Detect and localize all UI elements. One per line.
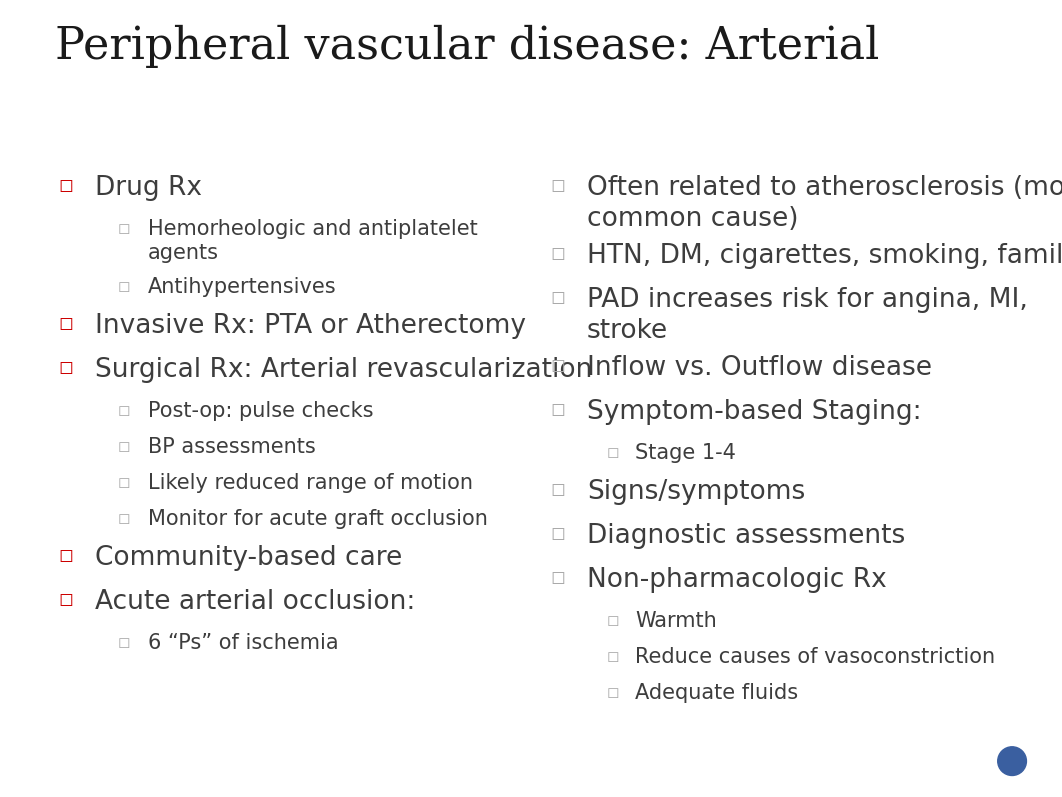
Text: ◻: ◻ — [550, 481, 565, 499]
Text: ◻: ◻ — [550, 525, 565, 543]
Text: ◻: ◻ — [550, 357, 565, 375]
Text: Non-pharmacologic Rx: Non-pharmacologic Rx — [587, 567, 887, 593]
Text: Often related to atherosclerosis (most
common cause): Often related to atherosclerosis (most c… — [587, 175, 1062, 232]
Text: HTN, DM, cigarettes, smoking, familial: HTN, DM, cigarettes, smoking, familial — [587, 243, 1062, 269]
Text: Invasive Rx: PTA or Atherectomy: Invasive Rx: PTA or Atherectomy — [95, 313, 526, 339]
Text: 6 “Ps” of ischemia: 6 “Ps” of ischemia — [148, 633, 339, 653]
Text: BP assessments: BP assessments — [148, 437, 315, 457]
Text: ◻: ◻ — [58, 359, 73, 377]
Text: ◻: ◻ — [607, 613, 619, 628]
Text: PAD increases risk for angina, MI,
stroke: PAD increases risk for angina, MI, strok… — [587, 287, 1028, 344]
Text: ◻: ◻ — [118, 403, 131, 418]
Text: Symptom-based Staging:: Symptom-based Staging: — [587, 399, 922, 425]
Text: ◻: ◻ — [550, 245, 565, 263]
Text: Drug Rx: Drug Rx — [95, 175, 202, 201]
Text: ◻: ◻ — [550, 401, 565, 419]
Text: ◻: ◻ — [118, 439, 131, 454]
Text: Monitor for acute graft occlusion: Monitor for acute graft occlusion — [148, 509, 487, 529]
Text: Stage 1-4: Stage 1-4 — [635, 443, 736, 463]
Text: ◻: ◻ — [607, 649, 619, 664]
Text: ◻: ◻ — [607, 685, 619, 700]
Text: Surgical Rx: Arterial revascularization: Surgical Rx: Arterial revascularization — [95, 357, 593, 383]
Text: ◻: ◻ — [118, 511, 131, 526]
Text: ◻: ◻ — [118, 475, 131, 490]
Circle shape — [997, 747, 1027, 775]
Text: Warmth: Warmth — [635, 611, 717, 631]
Text: Signs/symptoms: Signs/symptoms — [587, 479, 805, 505]
Text: ◻: ◻ — [118, 635, 131, 650]
Text: Adequate fluids: Adequate fluids — [635, 683, 799, 703]
Text: ◻: ◻ — [58, 547, 73, 565]
Text: Peripheral vascular disease: Arterial: Peripheral vascular disease: Arterial — [55, 25, 879, 69]
Text: Likely reduced range of motion: Likely reduced range of motion — [148, 473, 473, 493]
Text: ◻: ◻ — [58, 315, 73, 333]
Text: ◻: ◻ — [607, 445, 619, 460]
Text: ◻: ◻ — [118, 221, 131, 236]
Text: ◻: ◻ — [118, 279, 131, 294]
Text: ◻: ◻ — [58, 591, 73, 609]
Text: ◻: ◻ — [550, 289, 565, 307]
Text: Antihypertensives: Antihypertensives — [148, 277, 337, 297]
Text: ◻: ◻ — [550, 177, 565, 195]
Text: Acute arterial occlusion:: Acute arterial occlusion: — [95, 589, 415, 615]
Text: Community-based care: Community-based care — [95, 545, 402, 571]
Text: ◻: ◻ — [58, 177, 73, 195]
Text: Inflow vs. Outflow disease: Inflow vs. Outflow disease — [587, 355, 932, 381]
Text: Hemorheologic and antiplatelet
agents: Hemorheologic and antiplatelet agents — [148, 219, 478, 263]
Text: Post-op: pulse checks: Post-op: pulse checks — [148, 401, 374, 421]
Text: ◻: ◻ — [550, 569, 565, 587]
Text: Diagnostic assessments: Diagnostic assessments — [587, 523, 905, 549]
Text: Reduce causes of vasoconstriction: Reduce causes of vasoconstriction — [635, 647, 995, 667]
